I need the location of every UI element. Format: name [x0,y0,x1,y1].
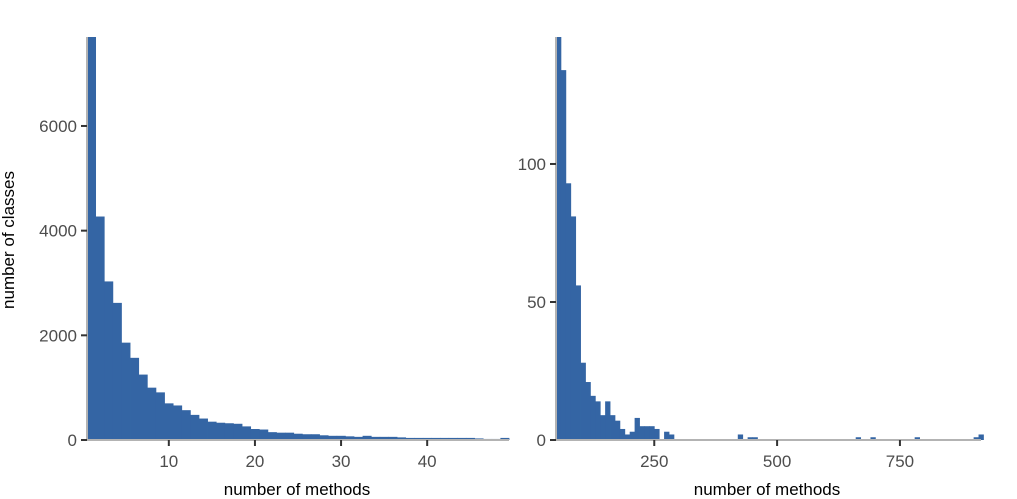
left-bar [155,392,165,440]
right-bar [664,431,670,440]
right-bar [560,70,567,441]
right-bar [565,183,572,441]
right-bar [644,426,650,440]
left-bar [216,422,226,440]
right-bar [649,426,655,440]
left-bar [397,437,407,440]
right-x-tick-label: 250 [640,452,668,471]
left-bar [267,432,277,440]
left-x-tick-label: 40 [418,452,437,471]
right-panel: 0 50 100 250 500 750 [518,37,984,471]
left-panel: 0 2000 4000 6000 10 20 30 40 [39,37,510,471]
left-x-axis-title: number of methods [224,480,370,499]
left-bar [500,437,510,440]
left-bar [310,434,320,440]
left-bar [104,281,114,440]
left-bar [250,429,260,440]
left-bar [336,435,346,440]
right-y-tick-label: 50 [527,293,546,312]
right-bar [870,437,876,440]
left-bar [414,437,424,440]
right-bar [610,415,616,440]
right-x-tick-label: 750 [886,452,914,471]
left-y-tick-label: 6000 [39,117,77,136]
right-bar [752,437,758,440]
left-bar [302,434,312,440]
right-bar [614,420,621,440]
right-x-tick-label: 500 [763,452,791,471]
left-bar [285,432,295,440]
left-bar [328,435,338,440]
left-bar [379,436,389,440]
left-x-tick-label: 30 [332,452,351,471]
right-bar [575,285,581,440]
right-bar [595,401,601,440]
left-bar [112,302,122,440]
left-y-tick-label: 4000 [39,222,77,241]
right-bar [747,437,753,440]
left-bar [181,410,191,440]
left-bar [440,437,450,440]
right-bar [619,428,626,440]
left-bar [87,37,97,440]
right-bar [585,382,591,440]
left-bar [173,405,183,440]
left-bar [353,436,363,440]
left-y-tick-label: 2000 [39,326,77,345]
left-bar [164,403,174,440]
left-bar [319,435,329,440]
right-bar [600,415,606,440]
right-bar [556,37,562,440]
right-y-tick-label: 100 [518,155,546,174]
left-bar [362,435,372,440]
right-bar [669,434,675,440]
right-bar [978,434,984,440]
right-y-tick-label: 0 [537,431,546,450]
left-bar [448,437,458,440]
left-bar [405,437,415,440]
left-bar [147,387,157,440]
left-bar [293,433,303,440]
left-y-tick-label: 0 [68,431,77,450]
left-bar [224,423,234,440]
left-bar [130,357,140,440]
right-bar [590,395,596,440]
left-bar [121,342,131,440]
left-bar [431,437,441,440]
left-bar [190,414,200,440]
right-bar [624,434,631,440]
right-x-axis-title: number of methods [694,480,840,499]
left-bar [371,436,381,440]
right-bar [634,417,640,440]
right-bar [605,401,611,440]
right-bar [973,437,979,440]
right-bar [639,426,645,440]
right-bar [737,434,744,440]
left-x-tick-label: 20 [245,452,264,471]
left-bar [198,418,208,440]
left-bar [259,429,269,440]
left-bar [233,423,243,440]
left-bar [388,436,398,440]
left-bar [95,216,105,440]
left-bar [207,421,217,440]
left-bar [276,432,286,440]
left-bar [422,437,432,440]
left-y-axis-title: number of classes [0,171,18,309]
right-bar [914,437,920,440]
left-bar [242,426,252,440]
right-bar [855,437,862,440]
left-x-tick-label: 10 [159,452,178,471]
left-bar [465,437,475,440]
right-bar [570,216,577,440]
right-bar [580,362,586,440]
left-bar [138,374,148,440]
left-bar [345,436,355,440]
right-bar [654,428,660,440]
right-bar [629,431,636,440]
left-bar [457,437,467,440]
